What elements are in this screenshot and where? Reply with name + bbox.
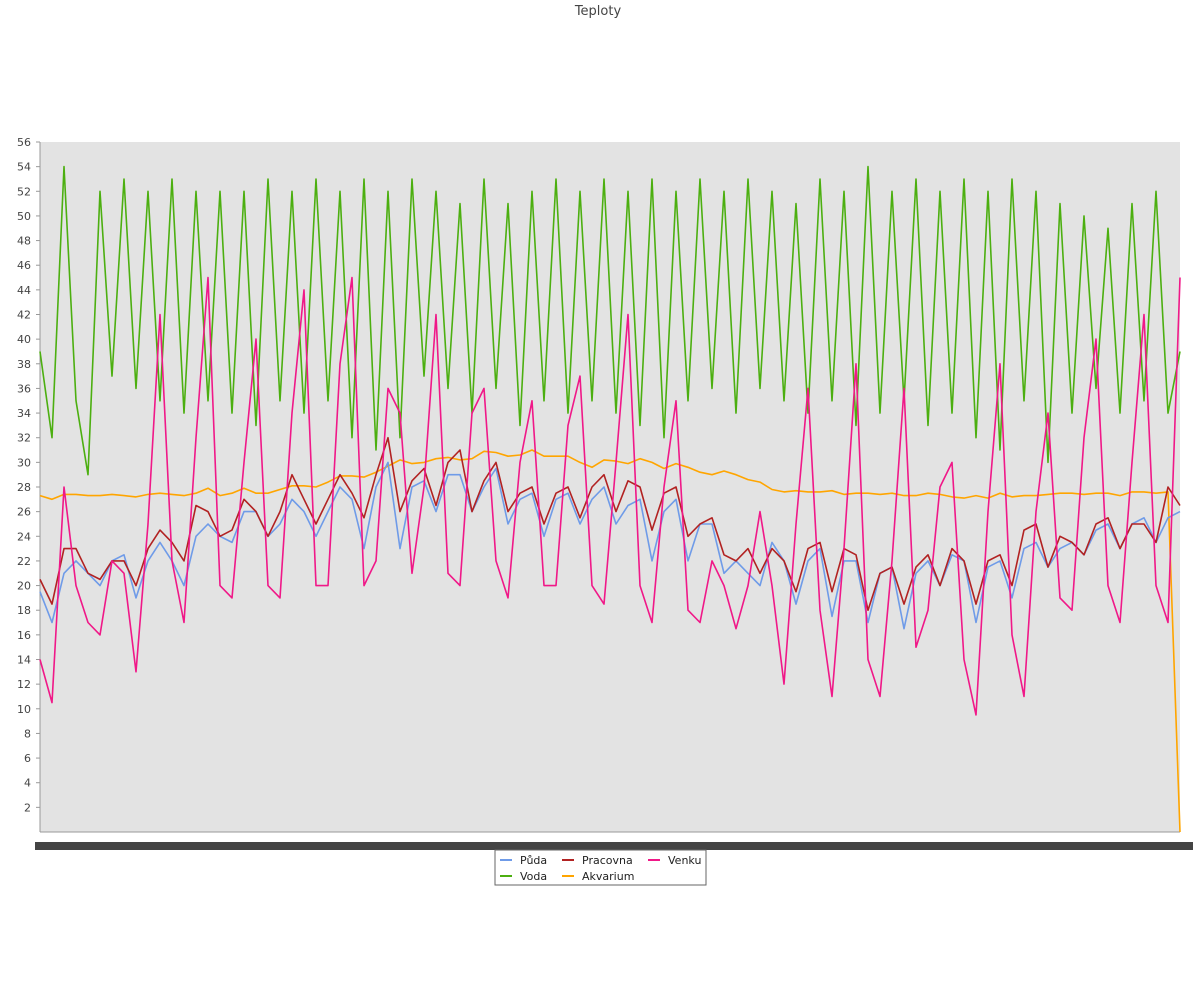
legend-label: Pracovna bbox=[582, 854, 633, 867]
legend-label: Půda bbox=[520, 854, 547, 867]
series-line-pda bbox=[39, 461, 1181, 630]
series-line-pracovna bbox=[39, 436, 1181, 612]
y-tick-label: 40 bbox=[17, 333, 31, 346]
y-tick-label: 54 bbox=[17, 161, 31, 174]
y-tick-label: 10 bbox=[17, 703, 31, 716]
y-tick-label: 32 bbox=[17, 432, 31, 445]
y-tick-label: 20 bbox=[17, 580, 31, 593]
y-tick-label: 42 bbox=[17, 309, 31, 322]
legend-label: Venku bbox=[668, 854, 701, 867]
chart-title: Teploty bbox=[574, 4, 622, 19]
y-tick-label: 30 bbox=[17, 456, 31, 469]
y-tick-label: 44 bbox=[17, 284, 31, 297]
y-tick-label: 38 bbox=[17, 358, 31, 371]
legend-box bbox=[494, 849, 707, 886]
y-tick-label: 12 bbox=[17, 678, 31, 691]
y-tick-label: 36 bbox=[17, 382, 31, 395]
series-line-venku bbox=[39, 276, 1181, 716]
y-tick-label: 16 bbox=[17, 629, 31, 642]
y-tick-label: 2 bbox=[24, 801, 31, 814]
y-tick-label: 28 bbox=[17, 481, 31, 494]
y-tick-label: 56 bbox=[17, 136, 31, 149]
y-tick-label: 4 bbox=[24, 777, 31, 790]
y-tick-label: 34 bbox=[17, 407, 31, 420]
y-tick-label: 14 bbox=[17, 654, 31, 667]
y-tick-label: 22 bbox=[17, 555, 31, 568]
y-tick-label: 26 bbox=[17, 506, 31, 519]
x-tick-band bbox=[35, 842, 1193, 850]
legend-label: Akvarium bbox=[582, 870, 634, 883]
y-tick-label: 8 bbox=[24, 727, 31, 740]
legend-label: Voda bbox=[520, 870, 547, 883]
y-tick-label: 6 bbox=[24, 752, 31, 765]
x-axis bbox=[35, 831, 1193, 850]
series-group bbox=[39, 165, 1181, 833]
y-tick-label: 24 bbox=[17, 530, 31, 543]
y-tick-label: 46 bbox=[17, 259, 31, 272]
series-line-voda bbox=[39, 165, 1181, 476]
y-axis: 2468101214161820222426283032343638404244… bbox=[17, 136, 41, 832]
y-tick-label: 48 bbox=[17, 235, 31, 248]
legend: Půda Voda Pracovna Akvarium Venku bbox=[494, 849, 707, 886]
series-line-akvarium bbox=[39, 449, 1181, 833]
y-tick-label: 50 bbox=[17, 210, 31, 223]
y-tick-label: 52 bbox=[17, 185, 31, 198]
y-tick-label: 18 bbox=[17, 604, 31, 617]
